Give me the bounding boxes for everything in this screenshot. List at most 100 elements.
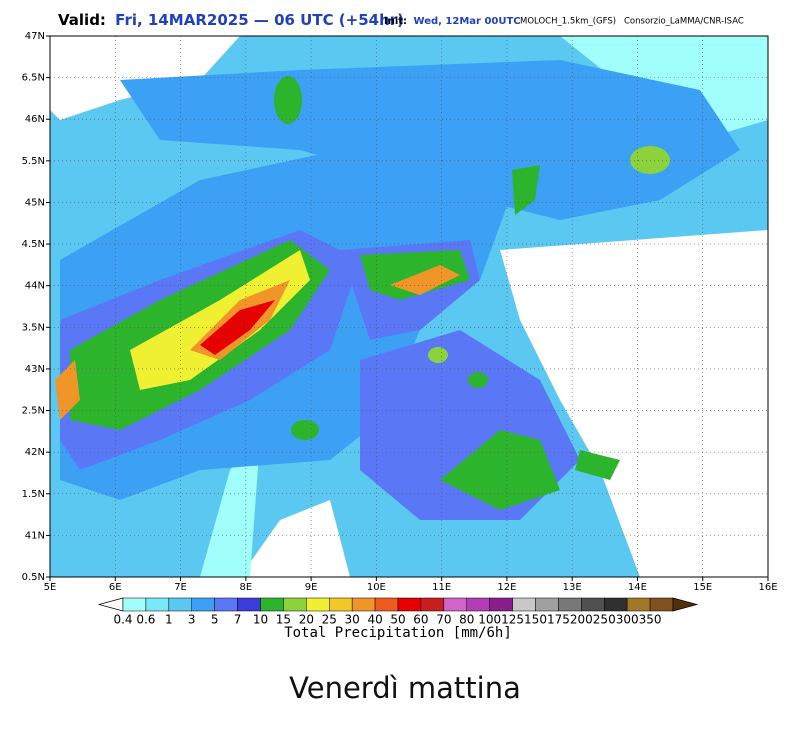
lat-label: 1.5N xyxy=(22,489,45,500)
cell xyxy=(291,420,319,440)
lat-label: 42N xyxy=(25,447,45,458)
colorbar-label: 250 xyxy=(593,613,616,627)
colorbar-box xyxy=(443,597,468,612)
colorbar-box xyxy=(558,597,582,612)
orange-area xyxy=(390,265,460,295)
lon-label: 8E xyxy=(239,582,252,593)
lat-label: 6.5N xyxy=(22,73,45,84)
colorbar-label: 30 xyxy=(345,613,360,627)
colorbar-label: 7 xyxy=(234,613,242,627)
green-area xyxy=(575,450,620,480)
colorbar-label: 0.6 xyxy=(136,613,155,627)
lon-label: 9E xyxy=(305,582,318,593)
colorbar-box xyxy=(604,597,628,612)
source: Consorzio_LaMMA/CNR-ISAC xyxy=(624,17,744,27)
cell xyxy=(468,372,488,388)
model: MOLOCH_1.5km_(GFS) xyxy=(520,17,616,27)
colorbar-box xyxy=(489,597,513,612)
light-area xyxy=(200,440,260,577)
colorbar-box xyxy=(329,597,353,612)
colorbar-label: 200 xyxy=(570,613,593,627)
colorbar-label: 100 xyxy=(478,613,501,627)
lon-label: 7E xyxy=(174,582,187,593)
colorbar-label: 5 xyxy=(211,613,219,627)
lon-label: 13E xyxy=(563,582,582,593)
colorbar-box xyxy=(649,597,674,612)
colorbar-label: 175 xyxy=(547,613,570,627)
colorbar-title: Total Precipitation [mm/6h] xyxy=(284,625,512,641)
init-time: Wed, 12Mar 00UTC xyxy=(414,16,521,27)
colorbar-box xyxy=(214,597,238,612)
colorbar-label: 25 xyxy=(322,613,337,627)
colorbar-box xyxy=(466,597,490,612)
colorbar-label: 350 xyxy=(639,613,662,627)
colorbar-label: 0.4 xyxy=(113,613,132,627)
colorbar-box xyxy=(168,597,192,612)
map-frame xyxy=(49,35,769,578)
colorbar-box xyxy=(145,597,170,612)
lon-label: 5E xyxy=(44,582,57,593)
colorbar-label: 50 xyxy=(390,613,405,627)
colorbar-box xyxy=(581,597,605,612)
axes: 47N 6.5N 46N 5.5N 45N 4.5N 44N 3.5N 43N 2.5N 42N 1.… xyxy=(22,31,778,593)
colorbar-label: 15 xyxy=(276,613,291,627)
precip-field xyxy=(50,36,768,577)
lat-label: 47N xyxy=(25,31,45,42)
colorbar-box xyxy=(351,597,376,612)
lon-label: 11E xyxy=(432,582,451,593)
red-area xyxy=(200,300,275,355)
lat-label: 0.5N xyxy=(22,572,45,583)
lat-label: 44N xyxy=(25,281,45,292)
valid-time: Fri, 14MAR2025 — 06 UTC (+54hr) xyxy=(115,11,404,29)
lat-label: 4.5N xyxy=(22,239,45,250)
colorbar-label: 300 xyxy=(616,613,639,627)
caption: Venerdì mattina xyxy=(289,671,521,705)
colorbar-box xyxy=(626,597,651,612)
colorbar-box xyxy=(283,597,307,612)
dry-area xyxy=(50,36,240,120)
colorbar-label: 60 xyxy=(413,613,428,627)
colorbar-label: 10 xyxy=(253,613,268,627)
colorbar-high-arrow xyxy=(672,597,699,612)
colorbar-label: 70 xyxy=(436,613,451,627)
colorbar-box xyxy=(122,597,147,612)
colorbar-box xyxy=(237,597,261,612)
colorbar-label: 20 xyxy=(299,613,314,627)
dry-area xyxy=(240,500,350,577)
colorbar-box xyxy=(374,597,399,612)
init-label: Init: xyxy=(384,16,407,27)
orange-area xyxy=(55,360,80,420)
lon-label: 12E xyxy=(497,582,516,593)
valid-label: Valid: xyxy=(58,11,106,29)
colorbar: 0.4 0.6 1 3 5 7 10 15 20 25 30 40 50 60 70 80 100 125 150 1… xyxy=(97,597,699,627)
colorbar-label: 80 xyxy=(459,613,474,627)
cell xyxy=(428,347,448,363)
lon-label: 6E xyxy=(109,582,122,593)
lon-label: 14E xyxy=(628,582,647,593)
lon-label: 15E xyxy=(693,582,712,593)
dry-area xyxy=(500,230,768,577)
lat-label: 43N xyxy=(25,364,45,375)
colorbar-box xyxy=(420,597,445,612)
lat-label: 41N xyxy=(25,530,45,541)
init: Init: Wed, 12Mar 00UTC xyxy=(384,16,521,27)
colorbar-label: 150 xyxy=(524,613,547,627)
colorbar-box xyxy=(397,597,422,612)
colorbar-box xyxy=(260,597,284,612)
lat-label: 46N xyxy=(25,114,45,125)
colorbar-box xyxy=(512,597,536,612)
cell xyxy=(274,76,302,124)
lon-label: 10E xyxy=(367,582,386,593)
colorbar-box xyxy=(191,597,215,612)
colorbar-label: 40 xyxy=(367,613,382,627)
lat-label: 2.5N xyxy=(22,406,45,417)
colorbar-box xyxy=(306,597,330,612)
header: Valid: Fri, 14MAR2025 — 06 UTC (+54hr) xyxy=(58,11,404,29)
green-area xyxy=(440,430,560,510)
lon-label: 16E xyxy=(758,582,777,593)
cell xyxy=(630,146,670,174)
lat-label: 3.5N xyxy=(22,322,45,333)
colorbar-label: 125 xyxy=(501,613,524,627)
lat-label: 45N xyxy=(25,197,45,208)
